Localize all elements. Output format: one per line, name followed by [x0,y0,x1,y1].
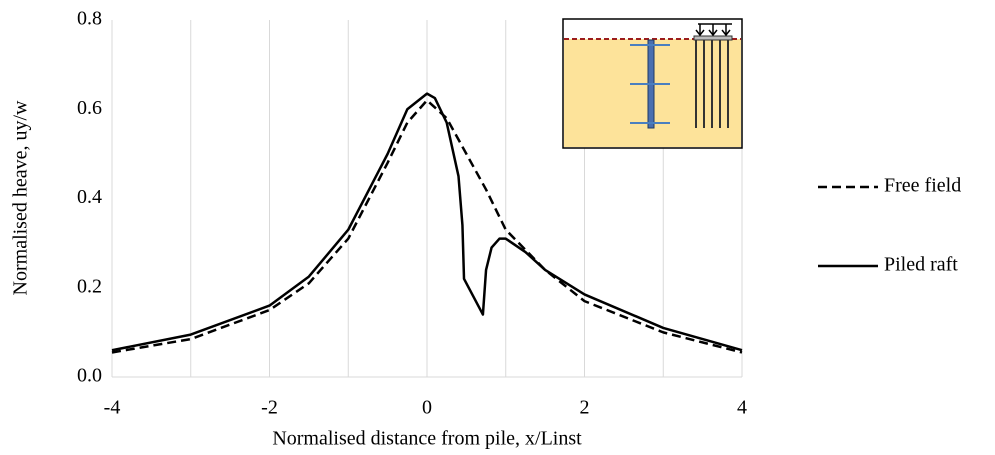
x-tick-label: 0 [422,397,432,419]
legend-label: Free field [884,175,961,197]
x-tick-label: -2 [261,397,278,419]
y-tick-label: 0.2 [77,275,102,297]
x-axis-label: Normalised distance from pile, x/Linst [272,428,582,450]
legend-label: Piled raft [884,254,958,276]
x-tick-label: 2 [580,397,590,419]
y-axis-label: Normalised heave, uy/w [10,100,32,295]
y-tick-label: 0.8 [77,8,102,30]
inset-diagram [562,18,743,149]
x-tick-label: -4 [104,397,121,419]
y-tick-label: 0.6 [77,97,102,119]
line-series [111,99,743,354]
y-tick-label: 0.4 [77,186,102,208]
x-tick-label: 4 [737,397,747,419]
y-tick-label: 0.0 [77,365,102,387]
line-series [111,92,743,352]
